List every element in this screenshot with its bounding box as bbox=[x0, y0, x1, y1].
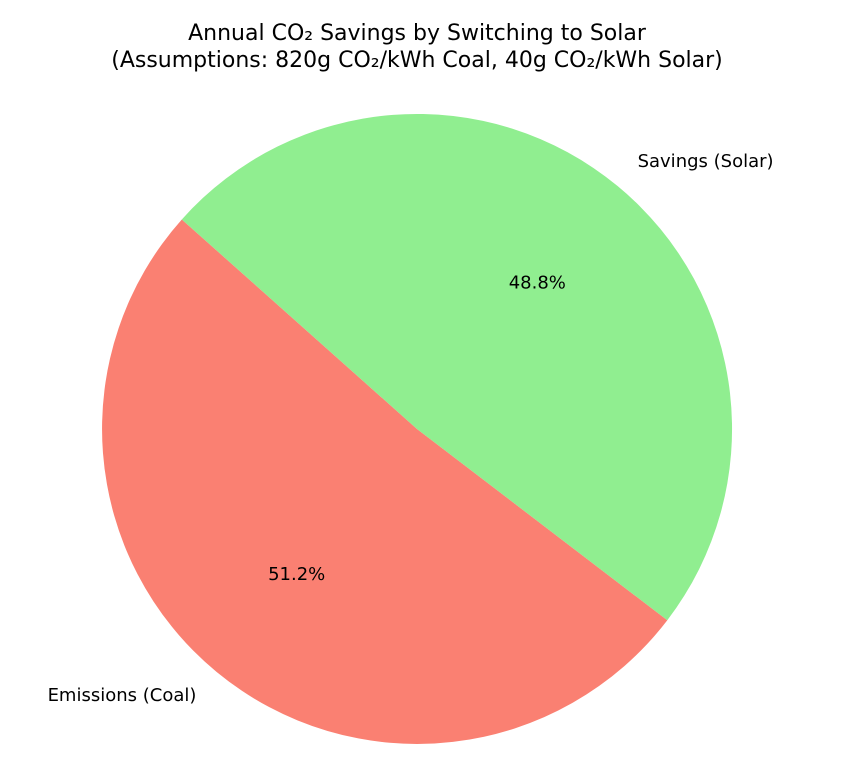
pie-slice-1 bbox=[102, 219, 668, 744]
slice-label-1: Emissions (Coal) bbox=[48, 685, 197, 706]
slice-label-2: Savings (Solar) bbox=[638, 151, 774, 172]
chart-title: Annual CO₂ Savings by Switching to Solar bbox=[188, 21, 646, 46]
labels-layer: Emissions (Coal) 51.2% Savings (Solar) 48.8… bbox=[48, 151, 774, 706]
slice-pct-label-1: 51.2% bbox=[268, 564, 325, 585]
slices-layer bbox=[102, 113, 733, 744]
chart-subtitle: (Assumptions: 820g CO₂/kWh Coal, 40g CO₂… bbox=[111, 48, 723, 73]
chart-title-block: Annual CO₂ Savings by Switching to Solar… bbox=[0, 20, 834, 74]
slice-pct-label-2: 48.8% bbox=[509, 272, 566, 293]
pie-slice-2 bbox=[181, 113, 733, 621]
